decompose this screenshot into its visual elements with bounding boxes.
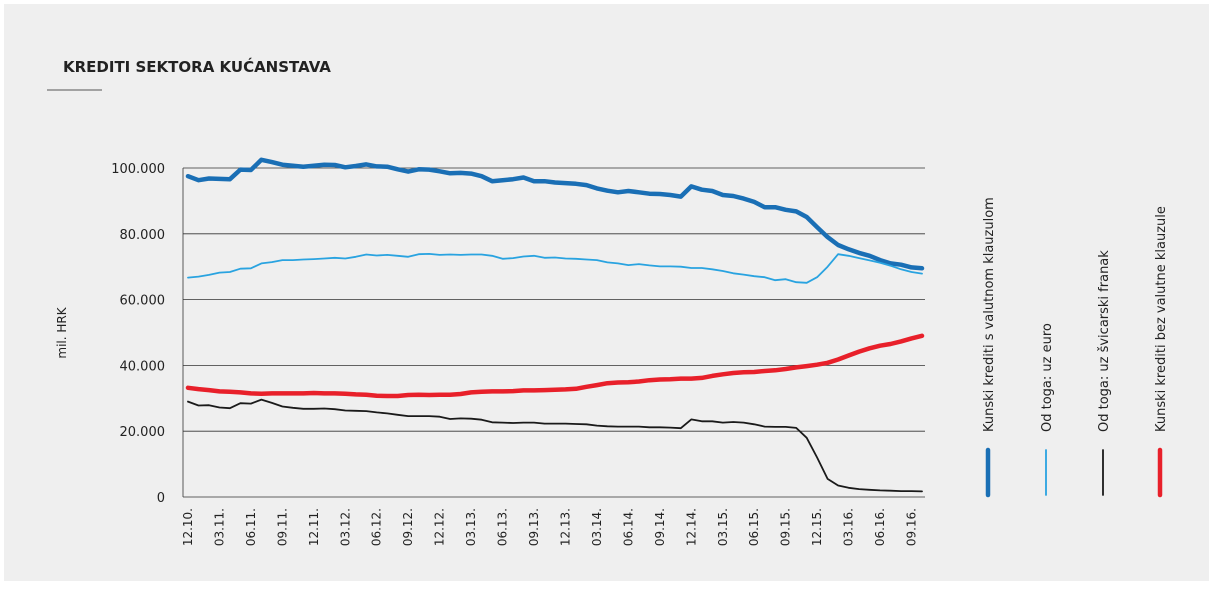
x-tick-label: 12.12. [433,508,447,546]
y-tick-label: 100.000 [111,162,165,177]
y-tick-label: 60.000 [120,294,166,309]
x-tick-label: 06.14. [621,508,635,546]
x-tick-label: 12.13. [558,508,572,546]
x-tick-label: 12.15. [810,508,824,546]
y-tick-label: 0 [157,491,165,506]
x-tick-label: 03.12. [338,508,352,546]
x-tick-label: 06.13. [496,508,510,546]
x-tick-label: 09.15. [779,508,793,546]
x-tick-label: 06.12. [370,508,384,546]
series-line [187,398,923,493]
y-tick-label: 80.000 [120,228,166,243]
y-tick-label: 40.000 [120,359,166,374]
x-tick-label: 09.13. [527,508,541,546]
x-tick-label: 09.16. [905,508,919,546]
x-tick-label: 06.15. [747,508,761,546]
series-line [187,253,923,284]
x-tick-label: 03.16. [842,508,856,546]
chart-title: KREDITI SEKTORA KUĆANSTAVA [63,57,331,76]
x-tick-label: 03.14. [590,508,604,546]
legend-label: Kunski krediti s valutnom klauzulom [982,197,997,432]
panel [4,4,1209,581]
x-tick-label: 09.14. [653,508,667,546]
x-tick-label: 06.11. [244,508,258,546]
y-axis-label: mil. HRK [55,306,69,358]
x-tick-label: 03.13. [464,508,478,546]
x-tick-label: 09.11. [275,508,289,546]
x-tick-label: 09.12. [401,508,415,546]
series-line [185,333,925,399]
x-tick-label: 06.16. [873,508,887,546]
y-tick-label: 20.000 [120,425,166,440]
legend-label: Od toga: uz švicarski franak [1097,250,1112,432]
x-tick-label: 12.11. [307,508,321,546]
legend-label: Od toga: uz euro [1040,323,1055,432]
x-tick-label: 03.15. [716,508,730,546]
x-tick-label: 03.11. [212,508,226,546]
x-tick-label: 12.14. [684,508,698,546]
legend-label: Kunski krediti bez valutne klauzule [1154,206,1169,432]
series-line [185,157,925,271]
x-tick-label: 12.10. [181,508,195,546]
